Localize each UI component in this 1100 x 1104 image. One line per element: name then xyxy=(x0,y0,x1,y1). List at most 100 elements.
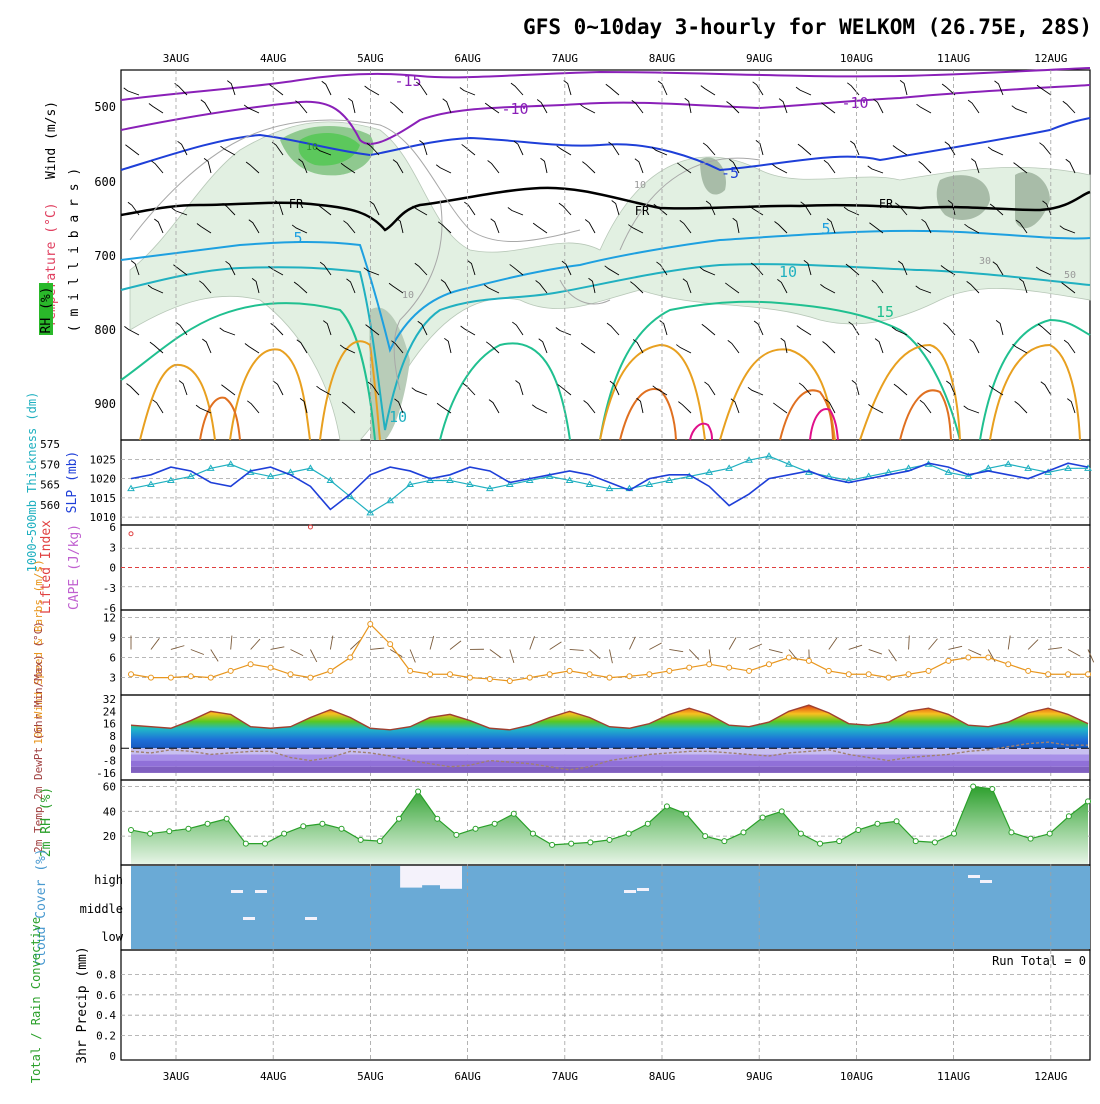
y-tick-label: 565 xyxy=(40,479,60,492)
wind-speed-line-point xyxy=(348,655,353,660)
rh-line-point xyxy=(320,821,325,826)
label-5-a: 5 xyxy=(293,229,302,247)
date-label-top: 7AUG xyxy=(552,52,579,65)
rh-line-point xyxy=(932,840,937,845)
date-label-bottom: 3AUG xyxy=(163,1070,190,1083)
upper-wind-barb xyxy=(515,381,523,395)
upper-wind-barb xyxy=(204,158,211,173)
rh-line-point xyxy=(301,824,306,829)
cold-band-2 xyxy=(131,754,1089,760)
wind-speed-line-point xyxy=(547,672,552,677)
rh-line-point xyxy=(952,831,957,836)
cloud-gap xyxy=(637,888,649,891)
y-tick-label: 12 xyxy=(103,611,116,624)
wind-speed-line-point xyxy=(288,672,293,677)
wind-speed-line-point xyxy=(986,655,991,660)
upper-wind-barb xyxy=(201,100,211,113)
isotherm-minus15 xyxy=(121,68,1090,100)
ylabel-3hr-precip: 3hr Precip (mm) xyxy=(75,946,90,1063)
cloud-level-label: middle xyxy=(80,902,123,916)
rh-line-point xyxy=(703,834,708,839)
rh-line-point xyxy=(282,831,287,836)
wind-barb xyxy=(1008,636,1010,650)
wind-speed-line-point xyxy=(467,675,472,680)
rh-line-point xyxy=(856,827,861,832)
y-tick-label: -16 xyxy=(96,767,116,780)
upper-wind-barb xyxy=(508,208,523,215)
upper-wind-barb xyxy=(271,323,283,335)
thickness-line xyxy=(131,456,1088,513)
rh-line-point xyxy=(837,839,842,844)
upper-wind-barb xyxy=(539,339,547,353)
wind-barb xyxy=(610,649,613,663)
upper-wind-barb xyxy=(996,320,1003,335)
upper-wind-barb xyxy=(1013,344,1027,353)
rh-line xyxy=(131,786,1088,844)
upper-wind-barb xyxy=(541,158,547,173)
wind-speed-line-point xyxy=(408,668,413,673)
upper-wind-barb xyxy=(412,388,427,395)
date-label-top: 4AUG xyxy=(260,52,287,65)
upper-wind-barb xyxy=(202,339,211,353)
upper-wind-barb xyxy=(580,105,595,113)
upper-wind-barb xyxy=(970,339,979,353)
rh-line-point xyxy=(779,809,784,814)
cloud-cover-field xyxy=(131,866,1090,949)
label-rh10-a: 10 xyxy=(634,180,646,191)
rh-line-point xyxy=(913,839,918,844)
wind-barb xyxy=(829,638,837,649)
wind-speed-line-point xyxy=(587,672,592,677)
rh-shade xyxy=(130,122,1090,440)
wind-speed-line-point xyxy=(208,675,213,680)
y-tick-label: 570 xyxy=(40,458,60,471)
upper-wind-barb xyxy=(221,146,235,155)
wind-speed-line-point xyxy=(129,672,134,677)
label-5-b: 5 xyxy=(821,220,830,238)
rh-line-point xyxy=(416,789,421,794)
y-tick-label: 575 xyxy=(40,438,60,451)
upper-wind-barb xyxy=(798,144,811,155)
y-tick-label: 560 xyxy=(40,499,60,512)
wind-speed-line-point xyxy=(1006,662,1011,667)
wind-barb xyxy=(769,649,783,652)
y-tick-label: 16 xyxy=(103,718,116,731)
rh-line-point xyxy=(454,832,459,837)
chart-title: GFS 0~10day 3-hourly for WELKOM (26.75E,… xyxy=(523,15,1092,39)
wind-speed-line-point xyxy=(1066,672,1071,677)
ylabel-slp: SLP (mb) xyxy=(65,451,80,514)
rh-line-point xyxy=(224,816,229,821)
profile-contours: -15 -10 -10 -5 5 5 10 10 15 FR FR FR 10 … xyxy=(121,68,1090,440)
upper-wind-barb xyxy=(702,324,715,335)
y-tick-label: 1020 xyxy=(90,473,117,486)
upper-wind-barb xyxy=(1012,106,1027,113)
wind-speed-line-point xyxy=(388,642,393,647)
wind-speed-line-point xyxy=(667,668,672,673)
wind-speed-line-point xyxy=(1026,668,1031,673)
upper-wind-barb xyxy=(892,327,907,335)
wind-speed-line-point xyxy=(966,655,971,660)
wind-speed-line-point xyxy=(567,668,572,673)
y-tick-label: 0 xyxy=(109,742,116,755)
y-tick-label: 1015 xyxy=(90,492,117,505)
y-tick-label: 6 xyxy=(109,652,116,665)
y-tick-label: -8 xyxy=(103,755,116,768)
wind-speed-line-point xyxy=(368,622,373,627)
wind-barb xyxy=(968,649,981,655)
date-label-top: 10AUG xyxy=(840,52,873,65)
wind-speed-line-point xyxy=(747,668,752,673)
y-tick-label: 0 xyxy=(109,562,116,575)
rh-line-point xyxy=(1009,830,1014,835)
wind-barb xyxy=(869,649,882,654)
y-tick-label: 0.4 xyxy=(96,1009,116,1022)
wind-barb xyxy=(570,649,584,650)
date-label-bottom: 5AUG xyxy=(357,1070,384,1083)
rh-line-point xyxy=(186,826,191,831)
wind-barb xyxy=(729,637,736,649)
wind-speed-line-point xyxy=(228,668,233,673)
upper-wind-barb xyxy=(612,200,619,215)
upper-wind-barb xyxy=(703,143,715,155)
rh-line-point xyxy=(492,821,497,826)
upper-wind-barb xyxy=(1039,143,1051,155)
date-label-bottom: 7AUG xyxy=(552,1070,579,1083)
li-point xyxy=(129,532,133,536)
